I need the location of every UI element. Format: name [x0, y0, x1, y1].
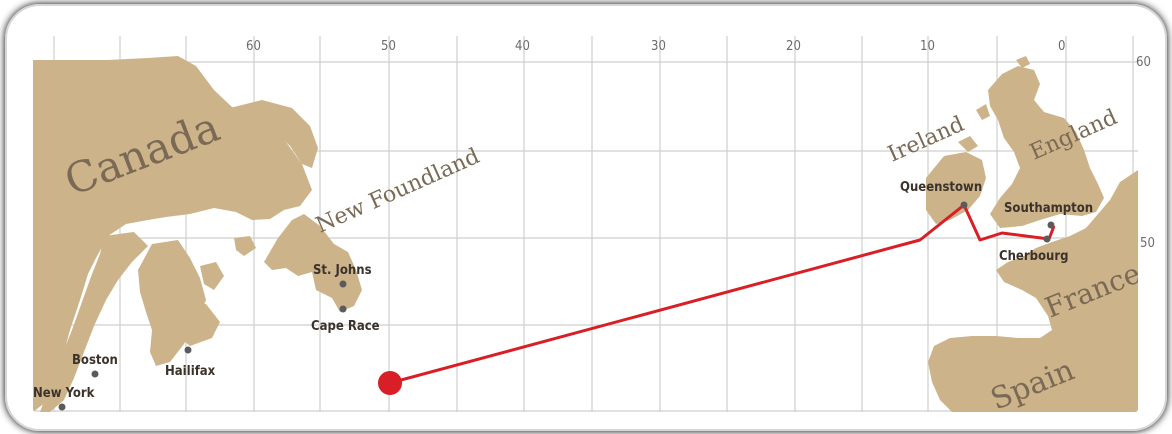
boston-dot [91, 370, 99, 378]
cape-race-dot [339, 305, 347, 313]
southampton-dot [1047, 221, 1055, 229]
longitude-label-0: 0 [1058, 39, 1065, 54]
place-label-cherbourg: Cherbourg [999, 249, 1069, 264]
place-label-boston: Boston [72, 353, 118, 368]
place-label-new-york: New York [33, 386, 95, 401]
sinking-location-marker [378, 371, 402, 395]
north-america-land [33, 56, 362, 412]
new-york-dot [58, 403, 66, 411]
place-label-queenstown: Queenstown [900, 180, 982, 195]
place-label-southampton: Southampton [1004, 201, 1093, 216]
place-label-cape-race: Cape Race [311, 319, 380, 334]
longitude-label-40: 40 [515, 39, 530, 54]
longitude-label-20: 20 [786, 39, 801, 54]
queenstown-dot [960, 201, 968, 209]
longitude-axis: 60 50 40 30 20 10 0 [246, 39, 1065, 54]
latitude-label-50: 50 [1140, 236, 1155, 251]
map-area: Canada New Foundland Ireland England Fra… [33, 36, 1138, 412]
longitude-label-50: 50 [381, 39, 396, 54]
place-label-hailifax: Hailifax [165, 364, 216, 379]
latitude-label-60: 60 [1136, 55, 1151, 70]
europe-land [926, 56, 1138, 412]
hailifax-dot [184, 346, 192, 354]
place-label-st-johns: St. Johns [313, 263, 372, 278]
st-johns-dot [339, 280, 347, 288]
longitude-label-30: 30 [651, 39, 666, 54]
latitude-axis: 60 50 [1136, 55, 1155, 251]
longitude-label-60: 60 [246, 39, 261, 54]
longitude-label-10: 10 [920, 39, 935, 54]
cherbourg-dot [1043, 235, 1051, 243]
